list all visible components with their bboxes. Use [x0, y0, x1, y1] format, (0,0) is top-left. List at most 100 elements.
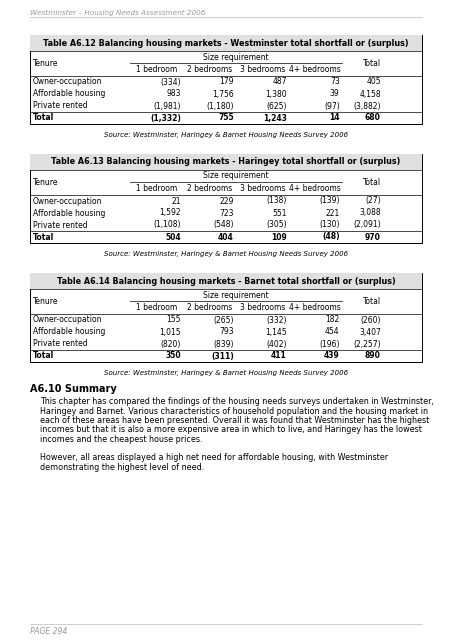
Text: PAGE 294: PAGE 294	[30, 627, 67, 636]
Text: Total: Total	[362, 178, 380, 187]
Text: (1,981): (1,981)	[153, 102, 180, 111]
Text: 3,088: 3,088	[359, 209, 380, 218]
Text: (311): (311)	[211, 351, 233, 360]
Bar	[30, 273, 421, 289]
Text: (1,180): (1,180)	[206, 102, 233, 111]
Text: 487: 487	[272, 77, 286, 86]
Text: (305): (305)	[266, 221, 286, 230]
Text: each of these areas have been presented. Overall it was found that Westminster h: each of these areas have been presented.…	[40, 416, 428, 425]
Text: 3,407: 3,407	[358, 328, 380, 337]
Text: 404: 404	[217, 232, 233, 241]
Text: Total: Total	[362, 297, 380, 306]
Text: 182: 182	[325, 316, 339, 324]
Text: 405: 405	[365, 77, 380, 86]
Text: (332): (332)	[266, 316, 286, 324]
Text: Size requirement: Size requirement	[202, 172, 268, 180]
Text: Tenure: Tenure	[33, 178, 58, 187]
Text: 411: 411	[270, 351, 286, 360]
Text: 2 bedrooms: 2 bedrooms	[186, 65, 231, 74]
Text: 39: 39	[329, 90, 339, 99]
Text: 793: 793	[219, 328, 233, 337]
Text: 551: 551	[272, 209, 286, 218]
Text: Affordable housing: Affordable housing	[33, 328, 105, 337]
Text: (625): (625)	[266, 102, 286, 111]
Text: (402): (402)	[266, 339, 286, 349]
Bar	[30, 35, 421, 51]
Text: 970: 970	[364, 232, 380, 241]
Text: 1 bedroom: 1 bedroom	[135, 303, 177, 312]
Text: 983: 983	[166, 90, 180, 99]
Text: (48): (48)	[321, 232, 339, 241]
Text: 1,592: 1,592	[159, 209, 180, 218]
Text: (27): (27)	[364, 196, 380, 205]
Text: (548): (548)	[213, 221, 233, 230]
Text: 1 bedroom: 1 bedroom	[135, 184, 177, 193]
Text: Tenure: Tenure	[33, 297, 58, 306]
Text: This chapter has compared the findings of the housing needs surveys undertaken i: This chapter has compared the findings o…	[40, 397, 433, 406]
Text: Total: Total	[33, 232, 54, 241]
Text: 2 bedrooms: 2 bedrooms	[186, 303, 231, 312]
Text: A6.10 Summary: A6.10 Summary	[30, 384, 116, 394]
Text: 4+ bedrooms: 4+ bedrooms	[289, 65, 341, 74]
Bar	[30, 154, 421, 243]
Text: Source: Westminster, Haringey & Barnet Housing Needs Survey 2006: Source: Westminster, Haringey & Barnet H…	[104, 251, 347, 257]
Text: 680: 680	[364, 113, 380, 122]
Text: 439: 439	[323, 351, 339, 360]
Text: (265): (265)	[213, 316, 233, 324]
Text: Private rented: Private rented	[33, 221, 87, 230]
Text: Haringey and Barnet. Various characteristics of household population and the hou: Haringey and Barnet. Various characteris…	[40, 406, 427, 415]
Text: 454: 454	[324, 328, 339, 337]
Text: Private rented: Private rented	[33, 339, 87, 349]
Text: 73: 73	[329, 77, 339, 86]
Text: 1 bedroom: 1 bedroom	[135, 65, 177, 74]
Text: 504: 504	[165, 232, 180, 241]
Text: (1,108): (1,108)	[153, 221, 180, 230]
Text: 4+ bedrooms: 4+ bedrooms	[289, 303, 341, 312]
Bar	[30, 35, 421, 124]
Text: 179: 179	[219, 77, 233, 86]
Text: (97): (97)	[323, 102, 339, 111]
Text: (260): (260)	[359, 316, 380, 324]
Text: 1,380: 1,380	[264, 90, 286, 99]
Text: Table A6.14 Balancing housing markets - Barnet total shortfall or (surplus): Table A6.14 Balancing housing markets - …	[56, 276, 395, 285]
Text: 755: 755	[218, 113, 233, 122]
Text: 21: 21	[171, 196, 180, 205]
Text: demonstrating the highest level of need.: demonstrating the highest level of need.	[40, 463, 204, 472]
Text: 155: 155	[166, 316, 180, 324]
Text: 890: 890	[364, 351, 380, 360]
Text: Source: Westminster, Haringey & Barnet Housing Needs Survey 2006: Source: Westminster, Haringey & Barnet H…	[104, 370, 347, 376]
Text: Table A6.12 Balancing housing markets - Westminster total shortfall or (surplus): Table A6.12 Balancing housing markets - …	[43, 38, 408, 47]
Text: (138): (138)	[266, 196, 286, 205]
Text: 3 bedrooms: 3 bedrooms	[239, 303, 284, 312]
Text: 1,145: 1,145	[264, 328, 286, 337]
Text: 350: 350	[165, 351, 180, 360]
Text: 3 bedrooms: 3 bedrooms	[239, 184, 284, 193]
Text: (1,332): (1,332)	[150, 113, 180, 122]
Text: 109: 109	[270, 232, 286, 241]
Text: (839): (839)	[213, 339, 233, 349]
Text: (139): (139)	[318, 196, 339, 205]
Text: However, all areas displayed a high net need for affordable housing, with Westmi: However, all areas displayed a high net …	[40, 454, 387, 463]
Bar	[30, 154, 421, 170]
Text: 14: 14	[328, 113, 339, 122]
Text: 1,756: 1,756	[212, 90, 233, 99]
Text: 1,015: 1,015	[159, 328, 180, 337]
Text: Affordable housing: Affordable housing	[33, 209, 105, 218]
Bar	[30, 273, 421, 362]
Text: (2,091): (2,091)	[352, 221, 380, 230]
Text: (196): (196)	[318, 339, 339, 349]
Text: Westminster – Housing Needs Assessment 2006: Westminster – Housing Needs Assessment 2…	[30, 10, 205, 16]
Text: 2 bedrooms: 2 bedrooms	[186, 184, 231, 193]
Text: 4+ bedrooms: 4+ bedrooms	[289, 184, 341, 193]
Text: (130): (130)	[318, 221, 339, 230]
Text: Tenure: Tenure	[33, 59, 58, 68]
Text: incomes but that it is also a more expensive area in which to live, and Haringey: incomes but that it is also a more expen…	[40, 426, 421, 435]
Text: 3 bedrooms: 3 bedrooms	[239, 65, 284, 74]
Text: Source: Westminster, Haringey & Barnet Housing Needs Survey 2006: Source: Westminster, Haringey & Barnet H…	[104, 132, 347, 138]
Text: 723: 723	[219, 209, 233, 218]
Text: Owner-occupation: Owner-occupation	[33, 196, 102, 205]
Text: Total: Total	[33, 113, 54, 122]
Text: Total: Total	[362, 59, 380, 68]
Text: Owner-occupation: Owner-occupation	[33, 316, 102, 324]
Text: (820): (820)	[160, 339, 180, 349]
